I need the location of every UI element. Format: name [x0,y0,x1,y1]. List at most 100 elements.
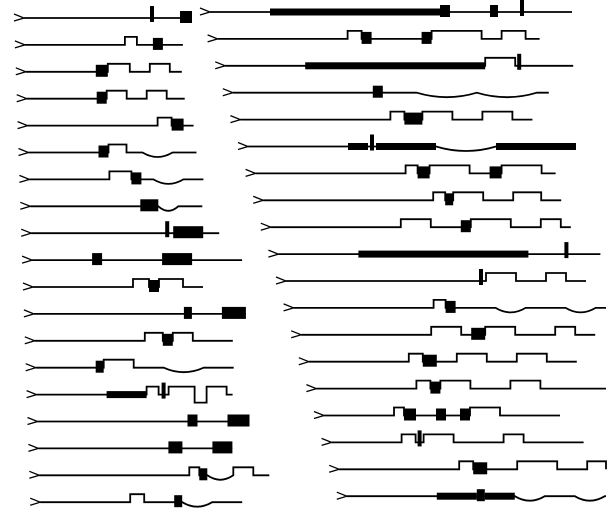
trace-blob [417,166,430,179]
trace-row [29,466,270,481]
trace-blob [421,31,432,44]
trace-blob [404,112,423,125]
trace-blob [171,118,184,131]
trace-blob [98,145,109,158]
trace-row [222,85,549,99]
trace-row [321,430,584,447]
trace-blob [199,468,208,481]
trace-line [308,352,577,363]
trace-blob [212,441,233,454]
trace-thick-band [436,492,477,500]
trace-line [30,205,203,212]
trace-row [245,164,556,179]
trace-row [283,299,606,314]
trace-line [240,110,533,121]
trace-thick-band [358,250,529,258]
trace-line [316,379,606,390]
trace-row [26,382,233,404]
trace-line [255,164,556,175]
trace-blob [174,495,183,508]
trace-spike [161,382,166,399]
trace-row [237,134,576,152]
trace-blob [460,220,471,233]
trace-blob [180,11,192,23]
trace-blob [187,414,198,427]
trace-thick-band [348,143,368,150]
trace-thick-band [270,8,440,16]
trace-row [290,325,596,340]
trace-spike [479,269,483,285]
trace-blob [221,306,246,319]
trace-spike [417,430,422,447]
trace-spike [370,134,374,151]
trace-blob [149,280,159,292]
trace-blob [173,226,204,239]
trace-spike [165,221,170,238]
trace-line [346,495,606,502]
trace-blob [490,5,498,17]
trace-row [15,62,182,77]
trace-row [252,191,562,206]
trace-row [14,36,183,50]
trace-blob [162,253,193,266]
trace-blob [168,441,183,454]
trace-spike [520,0,524,16]
trace-blob [473,462,488,475]
trace-blob [131,172,142,185]
trace-row [18,143,197,158]
trace-row [16,89,185,104]
trace-blob [422,354,437,367]
trace-row [29,493,243,508]
trace-row [28,441,233,454]
trace-blob [445,300,456,313]
trace-row [230,110,533,125]
trace-blob [476,489,485,502]
trace-line [339,460,607,471]
trace-row [199,0,572,17]
trace-blob [152,37,163,50]
trace-blob [430,381,441,394]
trace-column-left [13,6,270,508]
trace-row [328,460,607,475]
trace-row [24,331,233,346]
trace-row [214,53,574,70]
trace-row [21,253,243,266]
trace-line [270,218,571,229]
trace-spike [150,6,154,22]
trace-blob [96,91,107,104]
trace-line [301,325,596,336]
trace-line [232,91,549,99]
trace-blob [372,85,383,98]
trace-thick-band [305,62,486,70]
trace-blob [92,253,103,266]
trace-blob [445,193,454,206]
trace-blob [95,64,108,77]
trace-line [29,170,204,185]
trace-blob [404,408,416,421]
trace-spike [564,242,569,259]
trace-blob [361,31,372,44]
trace-row [20,221,220,239]
trace-blob [183,306,192,319]
trace-blob [140,199,159,212]
trace-thick-band [484,492,515,500]
trace-thick-band [376,143,436,150]
trace-row [27,414,250,427]
trace-row [275,269,586,285]
trace-row [207,30,540,44]
trace-row [313,406,560,421]
trace-line [331,433,584,444]
trace-row [23,306,246,319]
trace-column-right [199,0,607,502]
trace-row [17,116,194,131]
trace-thick-band [106,391,147,399]
trace-row [25,358,234,374]
trace-blob [489,166,502,179]
trace-blob [460,408,470,421]
trace-spike [517,53,522,70]
trace-blob [162,333,173,346]
trace-row [22,278,203,292]
trace-line [263,191,562,202]
trace-blob [471,327,486,340]
